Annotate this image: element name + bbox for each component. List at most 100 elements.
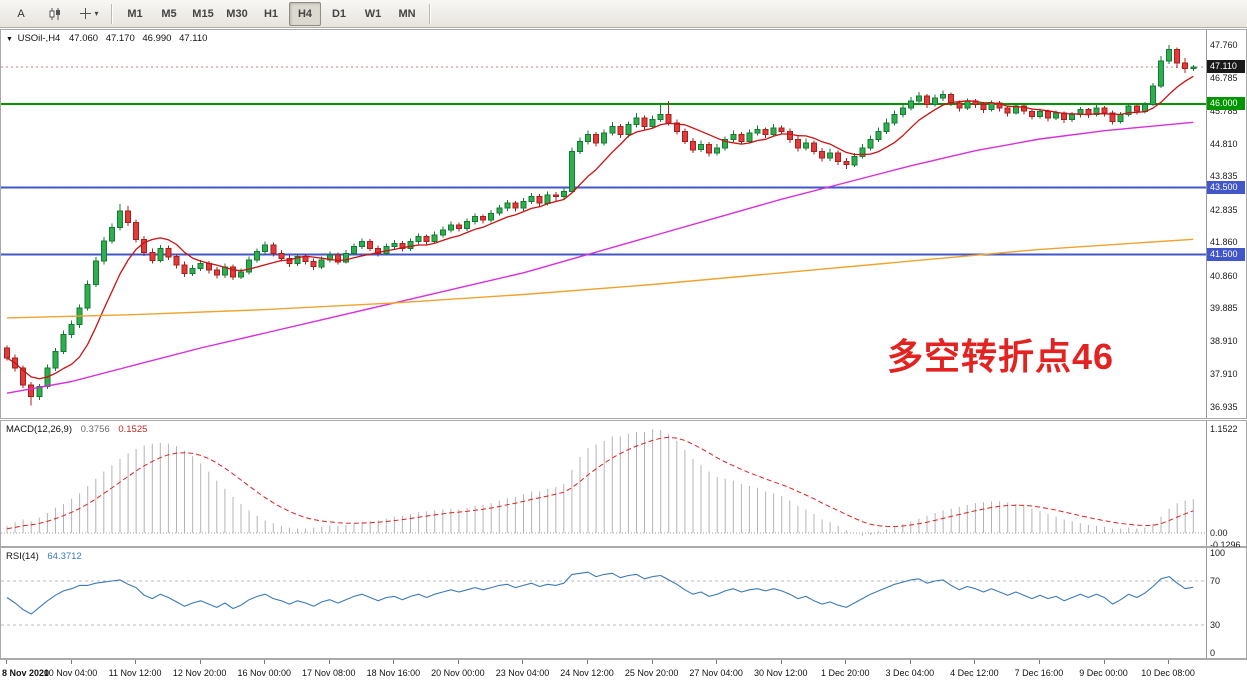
candle-body: [617, 125, 624, 136]
time-tick: [522, 660, 524, 664]
time-tick: [845, 660, 847, 664]
candle-body: [197, 262, 204, 269]
letter-a-icon: A: [17, 7, 25, 20]
candle-body: [20, 367, 27, 386]
time-axis-label: 23 Nov 04:00: [495, 668, 550, 678]
candle-body: [940, 94, 947, 99]
price-axis-label: 42.835: [1210, 204, 1238, 215]
price-plot-area[interactable]: 多空转折点46: [1, 30, 1206, 418]
crosshair-icon: [79, 7, 92, 20]
candle-body: [738, 134, 745, 142]
candle-body: [84, 284, 91, 309]
candle-body: [673, 122, 680, 132]
indicators-dropdown-button[interactable]: ▾: [73, 2, 105, 26]
candle-body: [907, 100, 914, 109]
candle-body: [536, 196, 543, 204]
chart-collapse-icon[interactable]: ▼: [6, 36, 13, 43]
ohlc-high: 47.170: [105, 33, 135, 44]
candle-body: [213, 269, 220, 276]
macd-axis-label: 0.00: [1210, 528, 1228, 538]
candle-body: [1093, 107, 1100, 116]
candle-body: [205, 262, 212, 271]
price-axis[interactable]: 47.760 46.785 45.785 44.810 43.835 42.835 41.8…: [1206, 30, 1246, 418]
candle-body: [1117, 114, 1124, 122]
candle-body: [92, 260, 99, 286]
time-tick: [909, 660, 911, 664]
macd-axis-label: 1.1522: [1210, 423, 1238, 434]
time-tick: [587, 660, 589, 664]
candle-body: [722, 139, 729, 149]
candle-body: [1053, 112, 1060, 119]
candle-body: [883, 122, 890, 132]
candle-body: [770, 127, 777, 136]
candle-body: [843, 160, 850, 166]
time-axis-label: 8 Nov 2020: [2, 668, 50, 678]
candle-body: [948, 94, 955, 104]
chart-title: ▼ USOil-,H4 47.060 47.170 46.990 47.110: [6, 33, 207, 44]
candle-body: [326, 254, 333, 261]
candle-body: [520, 201, 527, 209]
time-axis-label: 12 Nov 20:00: [172, 668, 227, 678]
level-price-badge: 46.000: [1207, 97, 1245, 111]
time-axis-label: 4 Dec 12:00: [950, 668, 999, 678]
candle-body: [230, 266, 236, 278]
candle-body: [157, 247, 164, 261]
rsi-panel: RSI(14) 64.3712 100 70 30 0: [0, 547, 1247, 659]
price-axis-label: 47.760: [1210, 40, 1238, 51]
candle-body: [68, 324, 75, 336]
candle-body: [786, 130, 793, 141]
rsi-plot-area[interactable]: [1, 548, 1206, 658]
time-axis-label: 30 Nov 12:00: [753, 668, 808, 678]
candle-body: [246, 259, 253, 273]
rsi-axis-label: 100: [1210, 548, 1226, 558]
timeframe-button-w1[interactable]: W1: [364, 7, 382, 20]
rsi-line: [6, 571, 1194, 615]
timeframe-button-group: M1 M5 M15 M30 H1 H4 D1 W1 MN: [118, 1, 424, 26]
macd-axis[interactable]: 1.1522 0.00 -0.1296: [1206, 421, 1246, 550]
price-axis-label: 44.810: [1210, 138, 1238, 149]
macd-axis-label: -0.1296: [1210, 539, 1241, 550]
candlestick-mode-button[interactable]: [39, 2, 71, 26]
timeframe-button-m15[interactable]: M15: [192, 7, 214, 20]
candle-body: [1166, 48, 1173, 62]
toolbar-separator: [429, 3, 431, 24]
candle-body: [859, 147, 866, 157]
candle-body: [415, 236, 422, 243]
candle-body: [899, 107, 906, 116]
timeframe-button-d1[interactable]: D1: [331, 7, 347, 20]
time-axis-label: 9 Dec 00:00: [1079, 668, 1128, 678]
ohlc-close: 47.110: [179, 33, 208, 44]
candle-body: [294, 256, 301, 264]
candle-body: [141, 238, 148, 254]
time-axis-label: 7 Dec 16:00: [1014, 668, 1064, 678]
candle-body: [681, 130, 688, 142]
candle-body: [996, 102, 1003, 109]
timeframe-button-h4[interactable]: H4: [289, 1, 321, 26]
candle-body: [342, 252, 349, 263]
candle-body: [496, 207, 503, 214]
timeframe-button-m5[interactable]: M5: [161, 7, 177, 20]
text-annotation-button[interactable]: A: [5, 2, 37, 26]
timeframe-button-mn[interactable]: MN: [398, 7, 416, 20]
candle-body: [36, 386, 43, 397]
rsi-axis[interactable]: 100 70 30 0: [1206, 548, 1246, 658]
candle-body: [488, 212, 495, 221]
macd-plot-area[interactable]: [1, 421, 1206, 546]
candle-body: [794, 139, 801, 149]
timeframe-button-m1[interactable]: M1: [127, 7, 143, 20]
macd-main-value: 0.3756: [80, 424, 110, 435]
candle-body: [714, 147, 721, 154]
candle-body: [173, 256, 180, 266]
chart-text-annotation[interactable]: 多空转折点46: [887, 336, 1115, 377]
timeframe-button-m30[interactable]: M30: [226, 7, 248, 20]
candle-body: [1101, 107, 1108, 114]
time-tick: [457, 660, 459, 664]
timeframe-button-h1[interactable]: H1: [263, 7, 279, 20]
candle-body: [4, 347, 10, 359]
candle-body: [464, 221, 470, 229]
time-axis-label: 24 Nov 12:00: [560, 668, 614, 678]
candle-body: [117, 210, 123, 229]
time-axis[interactable]: 8 Nov 2020 10 Nov 04:00 11 Nov 12:00 12 Nov…: [0, 659, 1247, 697]
time-tick: [1168, 660, 1170, 664]
candle-body: [552, 194, 559, 198]
